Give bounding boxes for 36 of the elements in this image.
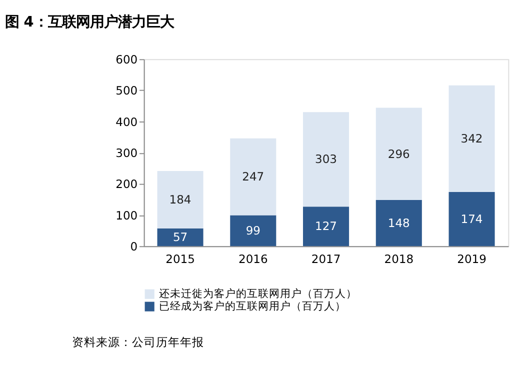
y-tick-label: 300 [116, 146, 138, 160]
bar [157, 171, 204, 228]
bar [376, 200, 422, 246]
legend-label: 还未迁徙为客户的互联网用户（百万人） [159, 286, 358, 300]
data-label: 342 [460, 131, 483, 146]
x-tick-label: 2018 [384, 252, 414, 266]
data-label: 99 [246, 224, 260, 238]
bar [230, 215, 276, 246]
bar [448, 85, 495, 192]
bar [157, 228, 204, 246]
x-tick-label: 2015 [166, 252, 195, 266]
data-label: 57 [172, 230, 188, 244]
x-tick-label: 2019 [457, 252, 486, 266]
y-tick-label: 500 [116, 84, 138, 98]
bar [303, 206, 350, 246]
text: 资料来源：公司历年年报 [72, 334, 204, 349]
data-label: 303 [315, 152, 337, 166]
x-tick-label: 2016 [238, 252, 268, 266]
legend-label: 已经成为客户的互联网用户（百万人） [159, 299, 346, 312]
bar [230, 138, 276, 216]
chart-title: 图 4：互联网用户潜力巨大 [4, 14, 175, 31]
data-label: 127 [315, 219, 337, 234]
data-label: 174 [460, 212, 483, 226]
y-tick-label: 100 [116, 208, 138, 222]
bar [376, 108, 422, 200]
y-tick-label: 600 [116, 52, 138, 66]
bar [303, 112, 350, 207]
data-label: 184 [169, 192, 192, 207]
data-label: 296 [388, 146, 410, 161]
y-tick-label: 200 [116, 177, 138, 192]
bar [448, 192, 495, 246]
data-label: 247 [242, 170, 264, 184]
x-tick-label: 2017 [311, 252, 341, 266]
y-tick-label: 400 [116, 114, 138, 129]
y-tick-label: 0 [130, 239, 138, 254]
data-label: 148 [388, 216, 410, 230]
